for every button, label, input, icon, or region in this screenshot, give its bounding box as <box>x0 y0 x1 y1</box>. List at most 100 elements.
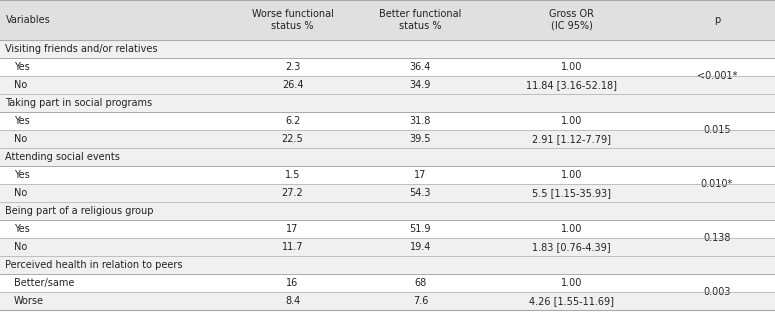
Text: 1.83 [0.76-4.39]: 1.83 [0.76-4.39] <box>532 242 611 252</box>
Text: Better/same: Better/same <box>14 278 74 288</box>
Text: 31.8: 31.8 <box>410 116 431 126</box>
Bar <box>484 0 659 40</box>
Text: Yes: Yes <box>14 224 29 234</box>
Bar <box>659 148 775 166</box>
Bar <box>659 220 775 238</box>
Text: 26.4: 26.4 <box>282 80 303 90</box>
Bar <box>0 148 229 166</box>
Bar <box>356 238 484 256</box>
Bar <box>659 112 775 130</box>
Text: No: No <box>14 242 27 252</box>
Bar <box>659 76 775 94</box>
Text: 11.84 [3.16-52.18]: 11.84 [3.16-52.18] <box>526 80 617 90</box>
Text: 22.5: 22.5 <box>281 134 304 144</box>
Bar <box>356 202 484 220</box>
Bar <box>356 274 484 292</box>
Text: 68: 68 <box>415 278 426 288</box>
Bar <box>659 0 775 40</box>
Text: 1.00: 1.00 <box>561 170 582 180</box>
Bar <box>659 238 775 256</box>
Text: 1.5: 1.5 <box>285 170 300 180</box>
Bar <box>659 112 775 148</box>
Bar <box>229 166 356 184</box>
Text: 1.00: 1.00 <box>561 278 582 288</box>
Text: Yes: Yes <box>14 170 29 180</box>
Text: Taking part in social programs: Taking part in social programs <box>5 98 152 108</box>
Bar <box>0 256 229 274</box>
Text: Yes: Yes <box>14 62 29 72</box>
Bar <box>229 274 356 292</box>
Text: Visiting friends and/or relatives: Visiting friends and/or relatives <box>5 44 157 54</box>
Bar <box>356 130 484 148</box>
Bar <box>0 202 229 220</box>
Bar <box>356 58 484 76</box>
Bar <box>229 220 356 238</box>
Bar <box>484 112 659 130</box>
Text: 36.4: 36.4 <box>410 62 431 72</box>
Bar <box>659 220 775 256</box>
Bar <box>356 184 484 202</box>
Text: 0.010*: 0.010* <box>701 179 733 189</box>
Text: 34.9: 34.9 <box>410 80 431 90</box>
Bar <box>229 94 356 112</box>
Bar <box>356 148 484 166</box>
Text: 17: 17 <box>287 224 298 234</box>
Bar <box>356 94 484 112</box>
Text: 19.4: 19.4 <box>410 242 431 252</box>
Text: 27.2: 27.2 <box>281 188 304 198</box>
Bar <box>0 0 229 40</box>
Bar <box>484 256 659 274</box>
Bar <box>659 256 775 274</box>
Bar <box>0 220 229 238</box>
Text: No: No <box>14 80 27 90</box>
Text: 1.00: 1.00 <box>561 116 582 126</box>
Text: 54.3: 54.3 <box>410 188 431 198</box>
Bar <box>659 40 775 58</box>
Bar <box>484 184 659 202</box>
Bar <box>229 202 356 220</box>
Bar <box>0 166 229 184</box>
Bar <box>229 40 356 58</box>
Text: Variables: Variables <box>6 15 51 25</box>
Text: 7.6: 7.6 <box>413 296 428 306</box>
Text: 16: 16 <box>287 278 298 288</box>
Bar <box>659 274 775 292</box>
Bar <box>659 166 775 184</box>
Bar <box>0 112 229 130</box>
Bar <box>659 166 775 202</box>
Bar <box>229 76 356 94</box>
Text: 8.4: 8.4 <box>285 296 300 306</box>
Text: Yes: Yes <box>14 116 29 126</box>
Text: 2.3: 2.3 <box>285 62 300 72</box>
Text: Being part of a religious group: Being part of a religious group <box>5 206 153 216</box>
Bar <box>0 130 229 148</box>
Bar <box>484 40 659 58</box>
Bar <box>0 238 229 256</box>
Text: 51.9: 51.9 <box>410 224 431 234</box>
Bar <box>356 220 484 238</box>
Bar <box>356 166 484 184</box>
Text: No: No <box>14 188 27 198</box>
Bar <box>659 94 775 112</box>
Bar <box>0 94 229 112</box>
Bar <box>356 0 484 40</box>
Bar <box>229 238 356 256</box>
Text: 6.2: 6.2 <box>285 116 300 126</box>
Bar <box>659 58 775 94</box>
Text: 0.003: 0.003 <box>703 287 731 297</box>
Bar <box>356 256 484 274</box>
Text: Better functional
status %: Better functional status % <box>379 9 462 31</box>
Text: 0.138: 0.138 <box>703 233 731 243</box>
Bar <box>484 238 659 256</box>
Bar <box>484 202 659 220</box>
Bar <box>484 292 659 310</box>
Bar <box>484 220 659 238</box>
Bar <box>659 292 775 310</box>
Text: 11.7: 11.7 <box>282 242 303 252</box>
Text: 1.00: 1.00 <box>561 224 582 234</box>
Bar <box>0 184 229 202</box>
Bar <box>356 112 484 130</box>
Bar <box>484 274 659 292</box>
Bar <box>659 58 775 76</box>
Bar <box>484 58 659 76</box>
